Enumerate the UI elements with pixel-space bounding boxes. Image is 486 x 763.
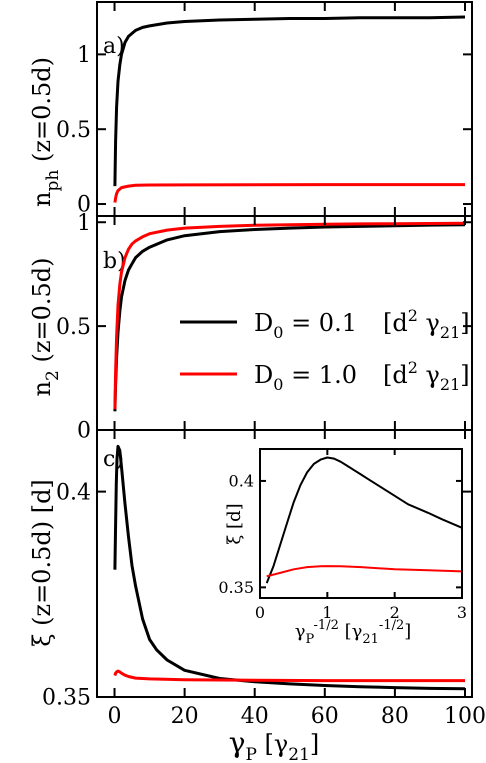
inset-x-tick-label: 2: [390, 603, 400, 622]
panel-c: c) ξ (z=0.5d) [d] γP [γ21] 0 20 40 60 80 1000…: [28, 429, 486, 763]
inset-y-label: ξ [d]: [224, 503, 245, 544]
panel-c-x-tick-label: 80: [381, 704, 409, 729]
panel-a: a) nph (z=0.5d) 0 0.5 1: [28, 1, 473, 218]
panel-c-x-tick-label: 40: [241, 704, 269, 729]
legend: D0 = 0.1 [d2 γ21] D0 = 1.0 [d2 γ21]: [180, 306, 470, 394]
inset-series-black: [265, 456, 463, 584]
panel-a-y-tick-label: 1: [77, 43, 91, 68]
panel-b-label: b): [103, 249, 126, 274]
panel-c-series-black: [113, 444, 466, 691]
panel-c-y-tick-label: 0.35: [42, 686, 91, 711]
panel-c-frame: [96, 429, 473, 698]
panel-c-x-tick-label: 20: [171, 704, 199, 729]
panel-c-x-tick-label: 100: [444, 704, 486, 729]
panel-a-y-tick-label: 0.5: [56, 118, 91, 143]
inset-x-tick-label: 1: [322, 603, 332, 622]
legend-label-d0-0.1: D0 = 0.1 [d2 γ21]: [254, 306, 470, 342]
inset-y-tick-label: 0.4: [229, 472, 254, 491]
panel-c-x-tick-label: 60: [311, 704, 339, 729]
panel-b: b) n2 (z=0.5d) D0 = 0.1 [d2 γ21] D0 = 1.0…: [28, 211, 473, 444]
inset-y-tick-label: 0.35: [218, 578, 254, 597]
inset-x-tick-label: 3: [457, 603, 467, 622]
panel-a-y-label: nph (z=0.5d): [28, 57, 63, 207]
panel-b-series-black: [113, 223, 466, 412]
inset: ξ [d] γP-1/2 [γ21-1/2] 0 1 2 3 0.35 0.4: [218, 448, 467, 647]
panel-b-y-label: n2 (z=0.5d): [28, 258, 63, 397]
panel-c-series-red: [113, 669, 465, 683]
panel-a-series-red: [113, 183, 465, 203]
inset-x-tick-label: 0: [255, 603, 265, 622]
panel-a-y-tick-label: 0: [77, 193, 91, 218]
panel-b-y-tick-label: 1: [77, 211, 91, 236]
panel-b-y-tick-label: 0.5: [56, 315, 91, 340]
inset-series-red: [266, 565, 463, 578]
x-axis-label: γP [γ21]: [229, 726, 320, 763]
panel-a-label: a): [103, 34, 125, 59]
inset-frame: [259, 448, 463, 599]
legend-label-d0-1.0: D0 = 1.0 [d2 γ21]: [254, 358, 470, 394]
panel-c-y-label: ξ (z=0.5d) [d]: [28, 479, 56, 647]
panel-b-y-tick-label: 0: [77, 419, 91, 444]
panel-c-x-tick-label: 0: [108, 704, 122, 729]
panel-b-series-red: [113, 221, 466, 410]
panel-c-y-tick-label: 0.4: [56, 480, 91, 505]
inset-x-label: γP-1/2 [γ21-1/2]: [295, 618, 412, 647]
panel-a-series-black: [113, 15, 466, 187]
